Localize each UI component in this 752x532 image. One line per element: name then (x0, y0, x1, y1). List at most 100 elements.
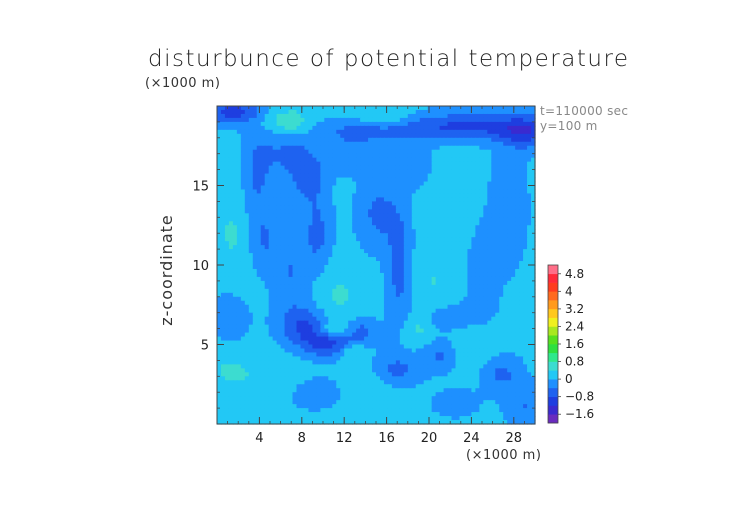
heatmap-cell (244, 241, 250, 246)
heatmap-cell (256, 265, 262, 270)
heatmap-cell (376, 157, 381, 163)
heatmap-cell (423, 320, 429, 326)
heatmap-cell (376, 173, 381, 179)
heatmap-cell (475, 217, 480, 222)
heatmap-cell (372, 197, 377, 203)
heatmap-cell (407, 209, 413, 214)
heatmap-cell (224, 165, 230, 171)
heatmap-cell (395, 141, 401, 147)
heatmap-cell (272, 249, 278, 254)
heatmap-cell (511, 268, 516, 274)
heatmap-cell (395, 185, 401, 191)
heatmap-cell (523, 121, 528, 127)
heatmap-cell (479, 173, 484, 179)
heatmap-cell (443, 161, 449, 167)
heatmap-cell (507, 165, 512, 171)
heatmap-cell (447, 245, 453, 250)
heatmap-cell (467, 268, 473, 274)
heatmap-cell (280, 141, 286, 147)
heatmap-cell (467, 213, 473, 218)
heatmap-cell (379, 237, 385, 242)
heatmap-cell (435, 109, 441, 115)
heatmap-cell (352, 316, 357, 322)
heatmap-cell (240, 312, 246, 318)
heatmap-cell (455, 320, 461, 326)
heatmap-cell (431, 109, 437, 115)
heatmap-cell (268, 272, 274, 278)
heatmap-cell (495, 284, 500, 290)
heatmap-cell (304, 245, 310, 250)
heatmap-cell (475, 229, 480, 234)
heatmap-cell (479, 229, 484, 234)
heatmap-cell (280, 117, 286, 123)
heatmap-cell (523, 344, 528, 350)
heatmap-cell (427, 137, 433, 143)
heatmap-cell (296, 213, 302, 218)
heatmap-cell (356, 137, 361, 143)
heatmap-cell (264, 280, 270, 286)
heatmap-cell (336, 185, 341, 191)
heatmap-cell (503, 288, 508, 294)
heatmap-cell (515, 129, 520, 135)
heatmap-cell (364, 109, 369, 115)
heatmap-cell (411, 324, 417, 330)
heatmap-cell (244, 217, 250, 222)
heatmap-cell (240, 141, 246, 147)
heatmap-cell (395, 193, 401, 199)
heatmap-cell (387, 165, 393, 171)
heatmap-cell (475, 237, 480, 242)
heatmap-cell (451, 213, 457, 218)
heatmap-cell (228, 121, 234, 127)
heatmap-cell (423, 332, 429, 338)
heatmap-cell (240, 237, 246, 242)
heatmap-cell (324, 189, 329, 195)
heatmap-cell (272, 109, 278, 115)
heatmap-cell (224, 328, 230, 334)
heatmap-cell (431, 233, 437, 238)
heatmap-cell (316, 189, 321, 195)
heatmap-cell (459, 169, 465, 175)
heatmap-cell (356, 217, 361, 222)
heatmap-cell (232, 292, 238, 298)
heatmap-cell (511, 233, 516, 238)
heatmap-cell (403, 161, 409, 167)
heatmap-cell (507, 261, 512, 266)
heatmap-cell (320, 177, 325, 183)
heatmap-cell (276, 249, 282, 254)
heatmap-cell (344, 153, 349, 159)
heatmap-cell (407, 205, 413, 210)
heatmap-cell (372, 284, 377, 290)
heatmap-cell (435, 225, 441, 230)
heatmap-cell (427, 268, 433, 274)
heatmap-cell (228, 221, 234, 226)
heatmap-cell (491, 292, 496, 298)
heatmap-cell (344, 201, 349, 206)
heatmap-cell (256, 193, 262, 199)
heatmap-cell (471, 268, 476, 274)
heatmap-cell (383, 249, 389, 254)
heatmap-cell (312, 257, 317, 262)
heatmap-cell (288, 237, 294, 242)
heatmap-cell (316, 296, 321, 302)
heatmap-cell (435, 253, 441, 258)
heatmap-cell (248, 173, 254, 179)
heatmap-cell (224, 157, 230, 163)
heatmap-cell (236, 272, 242, 278)
heatmap-cell (479, 265, 484, 270)
heatmap-cell (368, 308, 373, 314)
heatmap-cell (395, 149, 401, 155)
heatmap-cell (519, 157, 524, 163)
heatmap-cell (248, 225, 254, 230)
heatmap-cell (463, 340, 469, 346)
heatmap-cell (455, 316, 461, 322)
heatmap-cell (499, 169, 504, 175)
heatmap-cell (372, 288, 377, 294)
heatmap-cell (217, 300, 222, 306)
heatmap-cell (455, 177, 461, 183)
heatmap-cell (435, 133, 441, 139)
heatmap-cell (316, 169, 321, 175)
heatmap-cell (431, 348, 437, 354)
heatmap-cell (252, 352, 258, 358)
heatmap-cell (439, 300, 445, 306)
heatmap-cell (260, 217, 266, 222)
